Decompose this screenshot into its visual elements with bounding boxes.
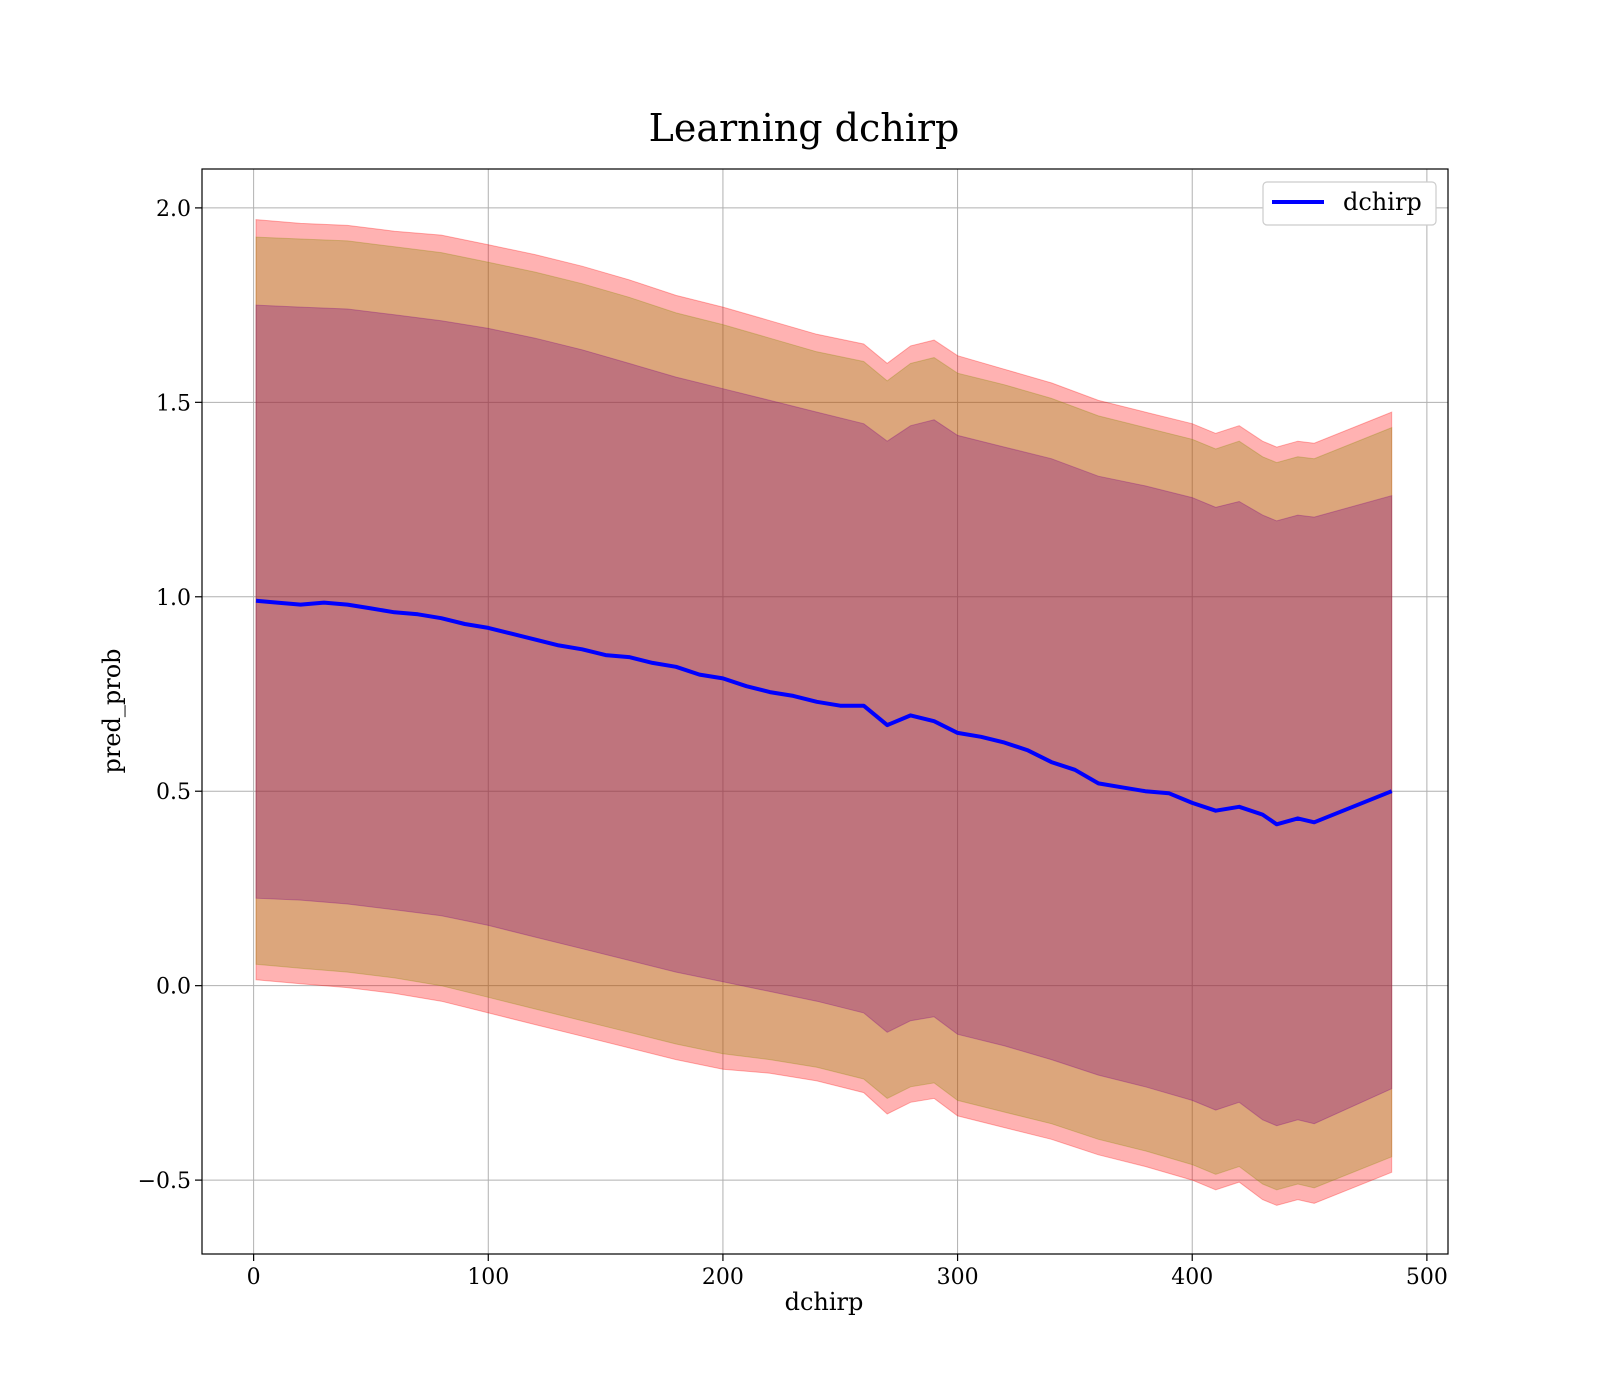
x-tick-label: 200 — [702, 1265, 744, 1290]
series-lines — [255, 598, 1393, 827]
y-axis-label: pred_prob — [98, 648, 126, 773]
legend-box — [1262, 181, 1437, 226]
y-axis-ticks: −0.5 0.0 0.5 1.0 1.5 2.0 — [138, 197, 202, 1194]
y-tick-label: 2.0 — [156, 197, 191, 222]
plot-frame — [201, 168, 1449, 1255]
x-tick-label: 100 — [467, 1265, 509, 1290]
legend: dchirp — [1262, 181, 1437, 226]
band-outer — [255, 219, 1393, 1206]
y-tick-label: 1.5 — [156, 391, 191, 416]
confidence-bands — [255, 219, 1393, 1206]
x-tick-label: 500 — [1406, 1265, 1448, 1290]
y-tick-label: 1.0 — [156, 586, 191, 611]
x-axis-label: dchirp — [785, 1288, 864, 1316]
grid-lines — [202, 169, 1448, 1254]
x-axis-ticks: 0 100 200 300 400 500 — [247, 1254, 1448, 1290]
y-tick-label: 0.0 — [156, 975, 191, 1000]
x-tick-label: 0 — [247, 1265, 261, 1290]
band-inner — [255, 304, 1393, 1127]
band-middle — [255, 236, 1393, 1191]
x-tick-label: 300 — [937, 1265, 979, 1290]
y-tick-label: 0.5 — [156, 780, 191, 805]
y-tick-label: −0.5 — [138, 1169, 191, 1194]
series-line-dchirp — [255, 598, 1393, 827]
chart-title: Learning dchirp — [649, 106, 960, 150]
legend-label: dchirp — [1343, 188, 1422, 216]
x-tick-label: 400 — [1171, 1265, 1213, 1290]
